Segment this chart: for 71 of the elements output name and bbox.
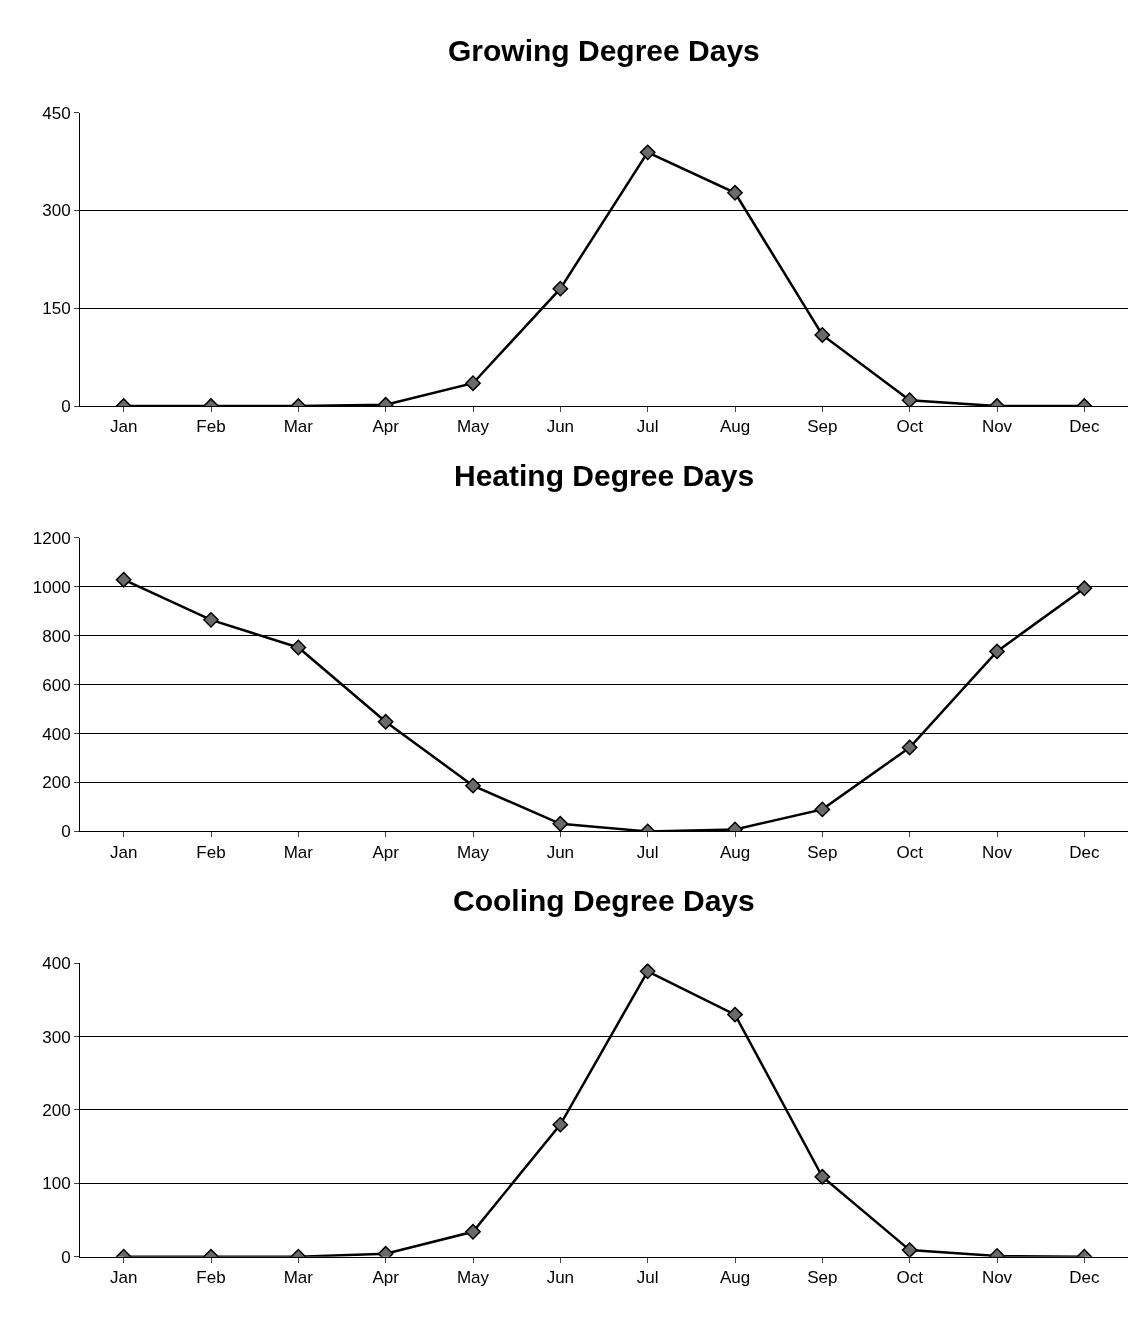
x-tick-label: Jun [546, 842, 575, 862]
point [377, 713, 394, 730]
y-tick-label: 1000 [32, 577, 71, 597]
x-tick-label: May [456, 842, 490, 862]
point [639, 144, 656, 161]
x-tick-label: Mar [283, 417, 314, 437]
x-tick-label: Feb [196, 417, 226, 437]
point [901, 739, 918, 756]
y-tick-label: 800 [42, 626, 71, 646]
x-tick-label: Oct [896, 842, 924, 862]
point [203, 611, 219, 628]
point [552, 280, 569, 297]
point [727, 1006, 743, 1023]
y-tick-label: 150 [42, 299, 71, 319]
y-tick-label: 200 [42, 1100, 71, 1120]
point [465, 777, 481, 794]
x-tick-label: Apr [372, 417, 400, 437]
x-tick-label: Oct [896, 417, 924, 437]
x-tick-label: Jul [636, 417, 659, 437]
chart-title: Growing Degree Days [448, 34, 760, 67]
chart-title: Heating Degree Days [454, 459, 755, 492]
point [290, 639, 307, 656]
x-tick-label: Nov [981, 842, 1013, 862]
x-tick-label: Jul [636, 1268, 659, 1288]
x-tick-label: Apr [372, 1268, 400, 1288]
x-tick-label: Jan [109, 1268, 138, 1288]
x-tick-label: Jun [546, 417, 575, 437]
point [814, 801, 831, 818]
y-tick-label: 400 [42, 724, 71, 744]
x-tick-label: May [456, 1268, 490, 1288]
y-tick-label: 400 [42, 954, 71, 974]
x-tick-label: Nov [981, 1268, 1013, 1288]
x-tick-label: Nov [981, 417, 1013, 437]
x-tick-label: Jul [636, 842, 659, 862]
x-tick-label: Dec [1069, 842, 1100, 862]
chart-title: Cooling Degree Days [453, 884, 755, 917]
y-tick-label: 200 [42, 773, 71, 793]
point [115, 571, 132, 588]
x-tick-label: Apr [372, 842, 400, 862]
point [552, 815, 569, 832]
x-tick-label: Feb [196, 842, 226, 862]
x-tick-label: Dec [1069, 1268, 1100, 1288]
y-tick-label: 300 [42, 1027, 71, 1047]
x-tick-label: Aug [719, 1268, 751, 1288]
y-tick-label: 600 [42, 675, 71, 695]
point [639, 963, 656, 980]
y-tick-label: 1200 [32, 528, 71, 548]
x-tick-label: Oct [896, 1268, 924, 1288]
y-tick-label: 0 [61, 822, 71, 842]
point [552, 1116, 569, 1133]
x-tick-label: Sep [807, 842, 838, 862]
y-tick-label: 450 [42, 103, 71, 123]
x-tick-label: Aug [719, 842, 751, 862]
x-tick-label: Mar [283, 842, 314, 862]
x-tick-label: May [456, 417, 490, 437]
y-tick-label: 0 [61, 1247, 71, 1267]
x-tick-label: Jun [546, 1268, 575, 1288]
x-tick-label: Jan [109, 842, 138, 862]
x-tick-label: Dec [1069, 417, 1100, 437]
x-tick-label: Sep [807, 417, 838, 437]
x-tick-label: Aug [719, 417, 751, 437]
point [727, 184, 743, 201]
y-tick-label: 300 [42, 201, 71, 221]
y-tick-label: 100 [42, 1174, 71, 1194]
y-tick-label: 0 [61, 397, 71, 416]
x-tick-label: Jan [109, 417, 138, 437]
point [1076, 580, 1093, 597]
x-tick-label: Sep [807, 1268, 838, 1288]
x-tick-label: Mar [283, 1268, 314, 1288]
x-tick-label: Feb [196, 1268, 226, 1288]
point [989, 643, 1005, 660]
